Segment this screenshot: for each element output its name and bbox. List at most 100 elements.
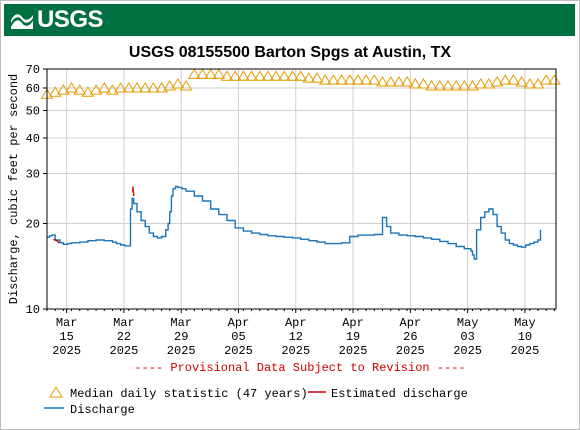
median-marker (220, 70, 234, 81)
y-tick-label: 30 (26, 168, 40, 182)
y-tick-label: 70 (26, 63, 40, 77)
x-tick-label: 29 (174, 330, 188, 344)
usgs-logo-text: USGS (37, 6, 104, 33)
median-marker (408, 78, 422, 89)
x-tick-label: 2025 (339, 344, 368, 358)
median-marker (376, 76, 389, 87)
median-marker (490, 76, 504, 87)
legend-discharge-label: Discharge (70, 403, 135, 417)
y-tick-label: 40 (26, 132, 40, 146)
x-tick-label: Apr (342, 316, 364, 330)
median-marker (474, 78, 488, 89)
legend-median-label: Median daily statistic (47 years) (70, 387, 308, 401)
x-tick-label: 2025 (52, 344, 81, 358)
median-marker (147, 82, 160, 93)
x-tick-label: Apr (228, 316, 250, 330)
median-marker (196, 68, 209, 79)
median-marker (310, 72, 324, 83)
median-marker (441, 80, 455, 91)
provisional-note: ---- Provisional Data Subject to Revisio… (134, 361, 465, 375)
x-tick-label: 2025 (110, 344, 139, 358)
usgs-logo[interactable]: USGS (10, 6, 104, 34)
x-tick-label: 10 (518, 330, 532, 344)
y-axis-label: Discharge, cubic feet per second (7, 74, 21, 304)
median-marker (433, 80, 447, 91)
median-marker (81, 86, 95, 97)
median-marker (228, 70, 242, 81)
median-marker (130, 82, 144, 93)
x-tick-label: May (457, 316, 479, 330)
median-marker (425, 80, 438, 91)
median-marker (269, 70, 283, 81)
median-marker (351, 74, 365, 85)
estimated-discharge-line (53, 238, 60, 244)
median-marker (65, 82, 78, 93)
legend: Median daily statistic (47 years) Estimat… (44, 386, 468, 417)
y-tick-label: 10 (26, 303, 40, 317)
median-marker (114, 82, 127, 93)
chart-title: USGS 08155500 Barton Spgs at Austin, TX (128, 44, 452, 61)
x-tick-label: 03 (460, 330, 474, 344)
x-tick-label: 2025 (167, 344, 196, 358)
median-marker (277, 70, 291, 81)
median-marker (515, 76, 528, 87)
median-marker (237, 70, 250, 81)
usgs-logo-icon (11, 14, 33, 29)
usgs-header-bar: USGS (4, 4, 575, 36)
legend-median-marker (49, 386, 63, 398)
median-marker (343, 74, 357, 85)
y-tick-label: 50 (26, 104, 40, 118)
y-tick-label: 20 (26, 218, 40, 232)
x-tick-label: 12 (289, 330, 303, 344)
median-marker (171, 78, 185, 89)
median-marker (187, 68, 201, 79)
series-layer (40, 68, 561, 260)
median-marker (400, 76, 414, 87)
median-marker (204, 68, 218, 79)
median-marker (89, 84, 103, 95)
x-tick-label: Mar (56, 316, 78, 330)
median-marker (138, 82, 152, 93)
median-marker (457, 80, 471, 91)
median-marker (466, 80, 479, 91)
median-marker (179, 80, 193, 91)
median-marker (318, 74, 332, 85)
median-marker (122, 82, 136, 93)
x-tick-label: Mar (170, 316, 192, 330)
median-marker (245, 70, 258, 81)
x-tick-label: 26 (403, 330, 417, 344)
median-marker (253, 70, 267, 81)
median-marker (48, 86, 62, 97)
median-marker (106, 84, 119, 95)
axes-layer: 10203040506070Mar152025Mar222025Mar29202… (26, 63, 557, 358)
median-marker (155, 82, 168, 93)
median-marker (261, 70, 275, 81)
x-tick-label: 2025 (281, 344, 310, 358)
plot-border (46, 68, 557, 310)
grid-layer (47, 68, 556, 310)
median-marker (384, 76, 398, 87)
y-tick-label: 60 (26, 82, 40, 96)
median-marker (57, 84, 70, 95)
median-marker (498, 74, 512, 85)
x-tick-label: May (514, 316, 536, 330)
median-marker (302, 72, 316, 83)
x-tick-label: 15 (59, 330, 73, 344)
median-marker (73, 84, 87, 95)
median-marker (548, 74, 561, 85)
median-marker (523, 78, 537, 89)
x-tick-label: Mar (113, 316, 135, 330)
x-tick-label: 2025 (396, 344, 425, 358)
discharge-line (47, 185, 542, 260)
median-marker (294, 70, 308, 81)
median-marker (212, 68, 226, 79)
x-tick-label: 2025 (510, 344, 539, 358)
median-marker (507, 74, 520, 85)
median-marker (367, 74, 381, 85)
median-marker (97, 82, 111, 93)
median-marker (449, 80, 463, 91)
plot-area (47, 69, 556, 309)
median-marker (482, 78, 496, 89)
x-tick-label: 2025 (224, 344, 253, 358)
